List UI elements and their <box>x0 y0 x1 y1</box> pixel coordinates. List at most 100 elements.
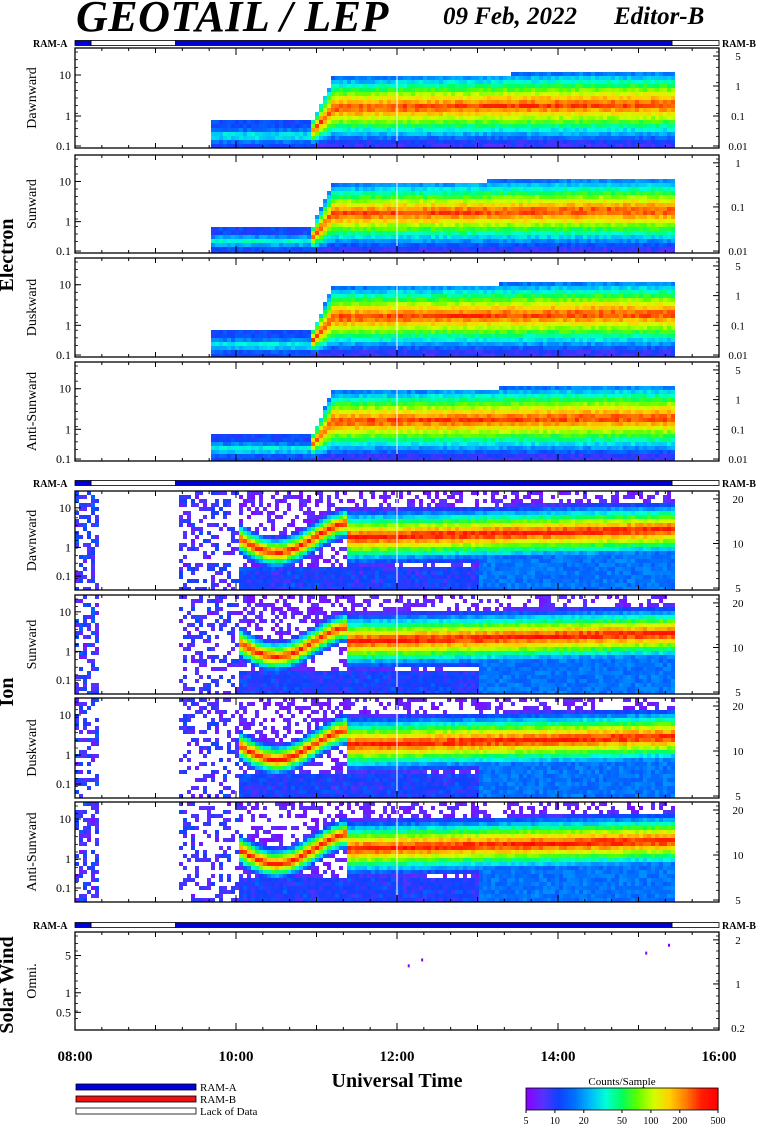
spectrogram-cell <box>655 84 659 88</box>
spectrogram-cell <box>331 243 335 247</box>
spectrogram-cell <box>411 100 415 104</box>
spectrogram-cell <box>303 338 307 342</box>
spectrogram-cell <box>651 251 655 253</box>
spectrogram-cell <box>659 183 663 187</box>
spectrogram-cell <box>655 116 659 120</box>
spectrogram-cell <box>603 88 607 92</box>
spectrogram-cell <box>347 84 351 88</box>
spectrogram-cell <box>463 108 467 112</box>
spectrogram-cell <box>451 235 455 239</box>
spectrogram-cell <box>415 183 419 187</box>
spectrogram-cell <box>243 231 247 235</box>
spectrogram-cell <box>567 215 571 219</box>
spectrogram-cell <box>311 251 315 253</box>
spectrogram-cell <box>363 314 367 318</box>
spectrogram-cell <box>459 310 463 314</box>
spectrogram-cell <box>347 243 351 247</box>
spectrogram-cell <box>555 104 559 108</box>
spectrogram-cell <box>583 108 587 112</box>
spectrogram-cell <box>563 235 567 239</box>
spectrogram-cell <box>475 88 479 92</box>
spectrogram-cell <box>551 223 555 227</box>
spectrogram-cell <box>547 227 551 231</box>
spectrogram-cell <box>255 350 259 354</box>
spectrogram-cell <box>623 76 627 80</box>
spectrogram-cell <box>615 211 619 215</box>
spectrogram-cell <box>607 140 611 144</box>
spectrogram-cell <box>447 108 451 112</box>
spectrogram-cell <box>631 179 635 183</box>
spectrogram-cell <box>587 207 591 211</box>
spectrogram-cell <box>383 286 387 290</box>
spectrogram-cell <box>287 140 291 144</box>
spectrogram-cell <box>615 179 619 183</box>
spectrogram-cell <box>539 211 543 215</box>
spectrogram-cell <box>491 108 495 112</box>
spectrogram-cell <box>551 183 555 187</box>
spectrogram-cell <box>459 330 463 334</box>
spectrogram-cell <box>539 235 543 239</box>
spectrogram-cell <box>459 136 463 140</box>
spectrogram-cell <box>479 211 483 215</box>
spectrogram-cell <box>351 322 355 326</box>
spectrogram-cell <box>331 88 335 92</box>
spectrogram-cell <box>503 108 507 112</box>
spectrogram-cell <box>235 235 239 239</box>
spectrogram-cell <box>659 96 663 100</box>
spectrogram-cell <box>415 203 419 207</box>
spectrogram-cell <box>399 211 403 215</box>
spectrogram-cell <box>655 132 659 136</box>
spectrogram-cell <box>659 116 663 120</box>
spectrogram-cell <box>403 80 407 84</box>
spectrogram-cell <box>427 290 431 294</box>
spectrogram-cell <box>435 239 439 243</box>
spectrogram-cell <box>611 215 615 219</box>
spectrogram-cell <box>251 330 255 334</box>
spectrogram-cell <box>611 235 615 239</box>
spectrogram-cell <box>271 330 275 334</box>
spectrogram-cell <box>231 140 235 144</box>
spectrogram-cell <box>331 235 335 239</box>
spectrogram-cell <box>667 203 671 207</box>
spectrogram-cell <box>403 207 407 211</box>
spectrogram-cell <box>319 247 323 251</box>
spectrogram-cell <box>663 96 667 100</box>
spectrogram-cell <box>455 136 459 140</box>
spectrogram-cell <box>419 322 423 326</box>
spectrogram-cell <box>611 251 615 253</box>
spectrogram-cell <box>459 100 463 104</box>
spectrogram-cell <box>311 132 315 136</box>
spectrogram-cell <box>211 239 215 243</box>
spectrogram-cell <box>439 195 443 199</box>
spectrogram-cell <box>507 282 511 286</box>
spectrogram-cell <box>539 72 543 76</box>
spectrogram-cell <box>503 243 507 247</box>
spectrogram-cell <box>659 243 663 247</box>
spectrogram-cell <box>499 195 503 199</box>
spectrogram-cell <box>655 191 659 195</box>
spectrogram-cell <box>507 326 511 330</box>
spectrogram-cell <box>359 247 363 251</box>
spectrogram-cell <box>263 247 267 251</box>
spectrogram-cell <box>375 124 379 128</box>
spectrogram-cell <box>515 140 519 144</box>
spectrogram-cell <box>667 120 671 124</box>
spectrogram-cell <box>639 219 643 223</box>
spectrogram-cell <box>415 338 419 342</box>
spectrogram-cell <box>319 223 323 227</box>
spectrogram-cell <box>371 132 375 136</box>
spectrogram-cell <box>467 88 471 92</box>
spectrogram-cell <box>551 84 555 88</box>
spectrogram-cell <box>367 302 371 306</box>
spectrogram-cell <box>303 247 307 251</box>
spectrogram-cell <box>591 132 595 136</box>
spectrogram-cell <box>599 191 603 195</box>
spectrogram-cell <box>475 140 479 144</box>
spectrogram-cell <box>455 243 459 247</box>
spectrogram-cell <box>411 243 415 247</box>
spectrogram-cell <box>611 223 615 227</box>
spectrogram-cell <box>591 96 595 100</box>
spectrogram-cell <box>627 128 631 132</box>
spectrogram-cell <box>635 207 639 211</box>
spectrogram-cell <box>487 334 491 338</box>
